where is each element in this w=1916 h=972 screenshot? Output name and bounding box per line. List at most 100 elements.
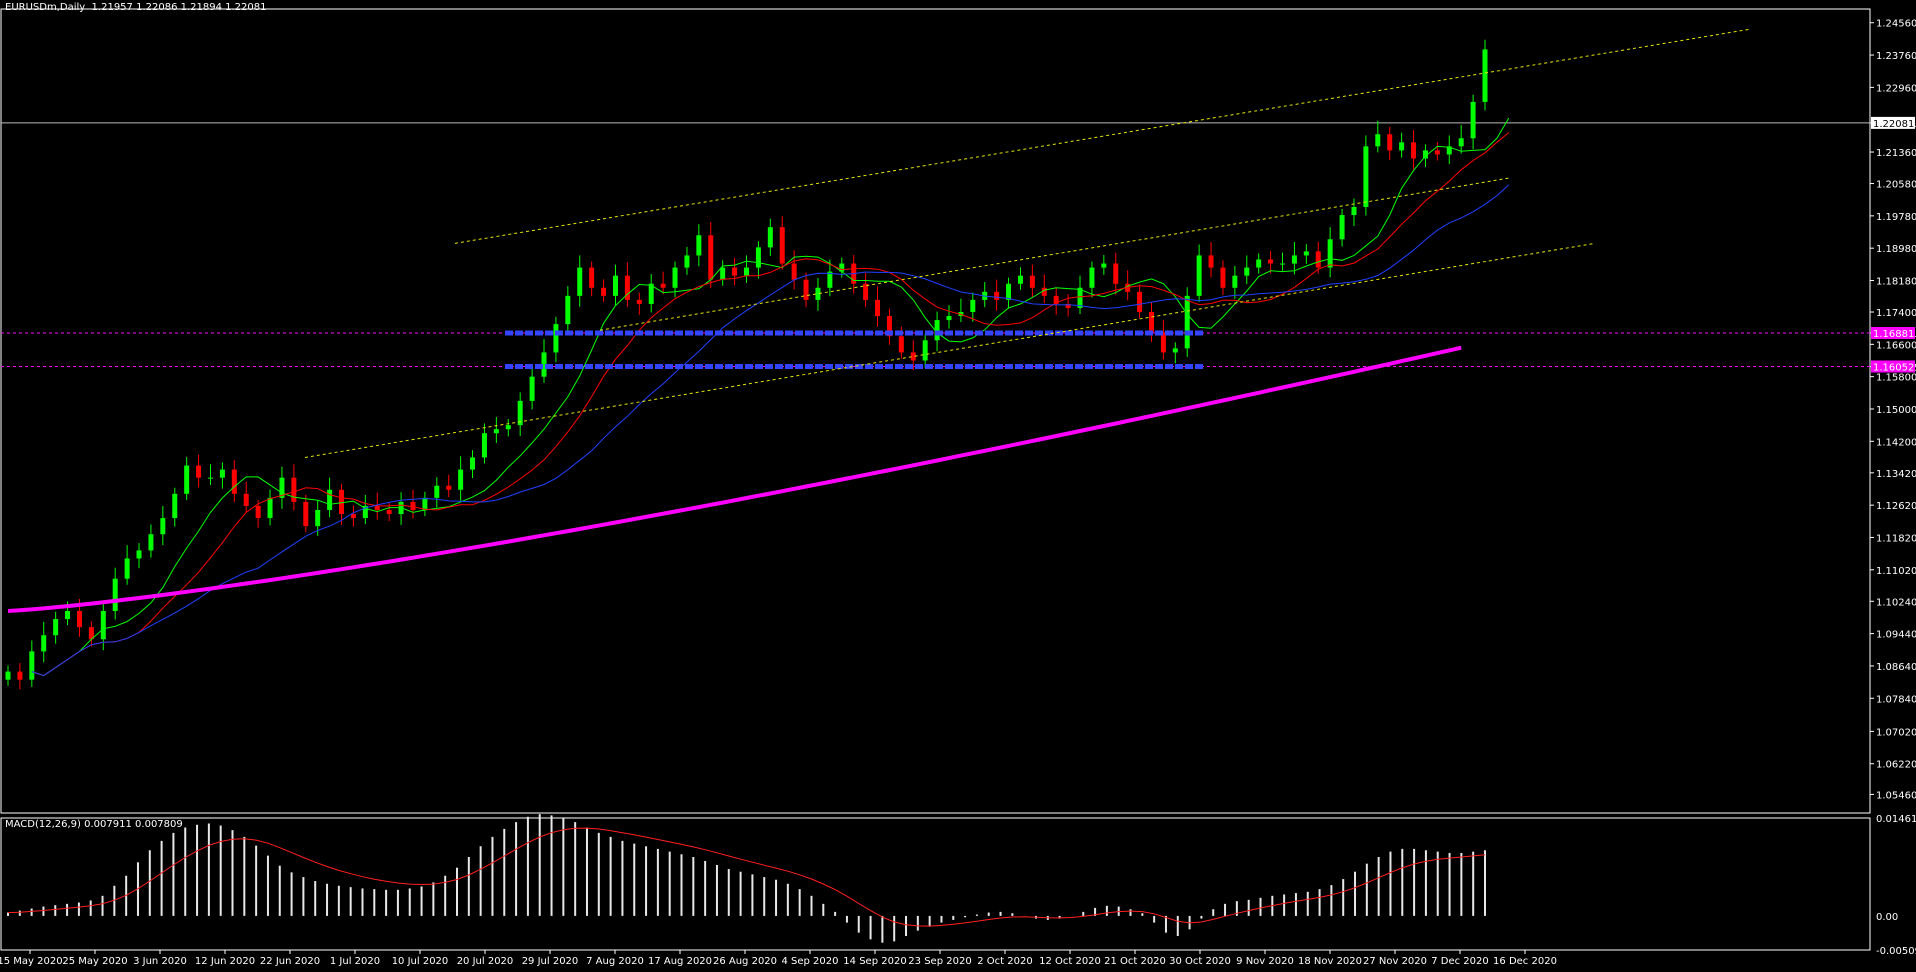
x-tick-label: 17 Aug 2020	[648, 956, 712, 967]
x-tick-label: 1 Jul 2020	[330, 956, 380, 967]
macd-y-tick-label: 0.014617	[1876, 814, 1916, 825]
candle-body	[1220, 267, 1226, 288]
candle-body	[1172, 348, 1178, 353]
y-tick-label: 1.07840	[1876, 694, 1916, 705]
candle-body	[339, 489, 345, 515]
candle-body	[17, 671, 23, 680]
level-label: 1.16881	[1873, 329, 1914, 340]
x-tick-label: 27 Nov 2020	[1363, 956, 1427, 967]
y-tick-label: 1.17400	[1876, 308, 1916, 319]
x-tick-label: 16 Dec 2020	[1493, 956, 1557, 967]
candle-body	[720, 267, 726, 280]
candle-body	[1029, 275, 1035, 288]
candle-body	[1196, 255, 1202, 296]
candle-body	[29, 651, 35, 680]
x-tick-label: 9 Nov 2020	[1236, 956, 1294, 967]
candle-body	[1411, 142, 1417, 159]
candle-body	[1137, 291, 1143, 313]
y-tick-label: 1.20580	[1876, 180, 1916, 191]
candle-body	[207, 477, 213, 479]
x-tick-label: 3 Jun 2020	[133, 956, 187, 967]
y-tick-label: 1.06220	[1876, 760, 1916, 771]
x-tick-label: 7 Aug 2020	[586, 956, 644, 967]
y-tick-label: 1.08640	[1876, 662, 1916, 673]
candle-body	[541, 352, 547, 377]
candle-body	[970, 299, 976, 313]
y-tick-label: 1.12620	[1876, 501, 1916, 512]
candle-body	[148, 534, 154, 551]
candle-body	[1244, 267, 1250, 276]
candle-body	[1041, 287, 1047, 296]
candle-body	[1148, 312, 1154, 333]
current-price-badge	[1871, 116, 1915, 129]
candle-body	[434, 485, 440, 498]
candle-body	[124, 558, 130, 579]
candle-body	[362, 505, 368, 519]
y-tick-label: 1.10240	[1876, 597, 1916, 608]
macd-title: MACD(12,26,9) 0.007911 0.007809	[5, 819, 183, 830]
y-tick-label: 1.22960	[1876, 83, 1916, 94]
x-tick-label: 21 Oct 2020	[1104, 956, 1166, 967]
x-tick-label: 12 Oct 2020	[1039, 956, 1101, 967]
candle-body	[112, 578, 118, 611]
candle-body	[732, 267, 738, 276]
candle-body	[1268, 259, 1274, 264]
x-tick-label: 7 Dec 2020	[1431, 956, 1489, 967]
y-tick-label: 1.14200	[1876, 437, 1916, 448]
x-tick-label: 26 Aug 2020	[713, 956, 777, 967]
candle-body	[470, 457, 476, 470]
candle-body	[1458, 138, 1464, 147]
moving-average-line	[31, 132, 1510, 677]
candle-body	[136, 550, 142, 559]
current-price-label: 1.22081	[1873, 119, 1914, 130]
moving-average-line	[31, 117, 1510, 677]
macd-signal-line	[7, 827, 1486, 927]
candle-body	[1280, 263, 1286, 265]
level-label: 1.16052	[1873, 362, 1914, 373]
candle-body	[803, 279, 809, 300]
candle-body	[529, 376, 535, 401]
candle-body	[827, 271, 833, 288]
candle-body	[1006, 283, 1012, 300]
candle-body	[231, 469, 237, 494]
candle-body	[863, 283, 869, 300]
moving-average-line	[31, 184, 1510, 677]
candle-body	[446, 485, 452, 490]
candle-body	[505, 425, 511, 430]
chart-title: EURUSDm,Daily 1.21957 1.22086 1.21894 1.…	[5, 2, 267, 13]
x-tick-label: 20 Jul 2020	[457, 956, 514, 967]
candle-body	[839, 263, 845, 272]
symbol-timeframe: EURUSDm,Daily	[5, 2, 86, 13]
candle-body	[458, 469, 464, 490]
candle-body	[41, 635, 47, 652]
y-tick-label: 1.15000	[1876, 405, 1916, 416]
candle-body	[589, 267, 595, 288]
candle-body	[708, 235, 714, 280]
candle-body	[386, 509, 392, 515]
trend-channel-line	[454, 28, 1751, 244]
candle-body	[779, 227, 785, 264]
candle-body	[1160, 332, 1166, 353]
candle-body	[791, 263, 797, 280]
candle-body	[636, 299, 642, 304]
x-tick-label: 22 Jun 2020	[260, 956, 320, 967]
x-tick-label: 23 Sep 2020	[908, 956, 971, 967]
candle-body	[767, 227, 773, 248]
candle-body	[1339, 215, 1345, 240]
candle-body	[755, 247, 761, 268]
candle-body	[493, 429, 499, 434]
x-tick-label: 14 Sep 2020	[843, 956, 906, 967]
candle-body	[1089, 267, 1095, 288]
y-tick-label: 1.09440	[1876, 630, 1916, 641]
candle-body	[267, 497, 273, 519]
candle-body	[910, 352, 916, 361]
macd-y-tick-label: -0.00509	[1876, 946, 1916, 957]
candle-body	[624, 275, 630, 300]
candle-body	[577, 267, 583, 296]
candle-body	[517, 400, 523, 426]
candle-body	[100, 610, 106, 640]
moving-average-line	[7, 345, 1462, 613]
candle-body	[1422, 150, 1428, 159]
candle-body	[660, 283, 666, 288]
